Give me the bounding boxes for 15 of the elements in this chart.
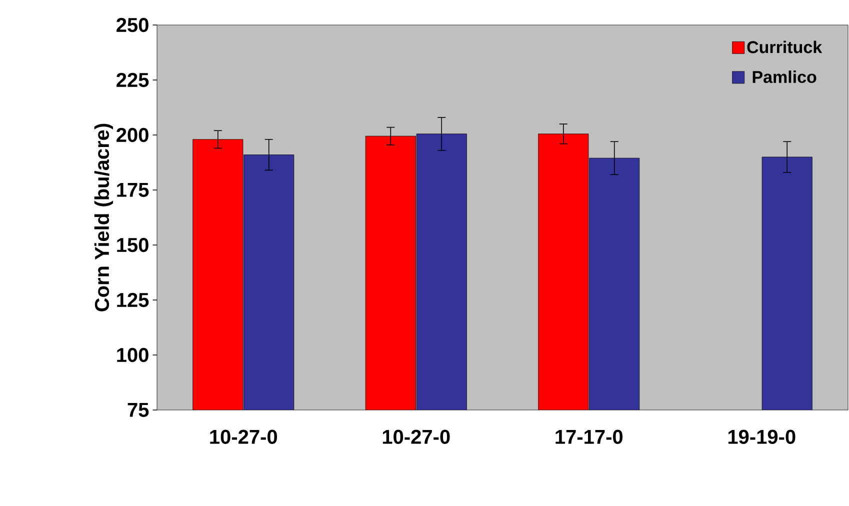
x-tick-label: 10-27-0 <box>382 430 450 444</box>
x-tick-label: 19-19-0 <box>728 430 796 444</box>
legend-label: Pamlico <box>752 70 816 84</box>
y-tick-label: 150 <box>117 238 148 252</box>
x-tick-label: 10-27-0 <box>210 430 278 444</box>
y-tick-label: 100 <box>117 348 148 362</box>
y-axis-title: Corn Yield (bu/acre) <box>94 124 114 312</box>
legend-label: Currituck <box>747 40 822 54</box>
y-tick-label: 250 <box>116 18 148 32</box>
y-tick-label: 175 <box>117 183 149 197</box>
x-tick-label: 17-17-0 <box>556 430 623 444</box>
y-tick-label: 200 <box>116 128 148 142</box>
y-tick-label: 125 <box>117 292 149 308</box>
y-tick-label: 75 <box>128 403 149 417</box>
y-tick-label: 225 <box>116 72 149 88</box>
